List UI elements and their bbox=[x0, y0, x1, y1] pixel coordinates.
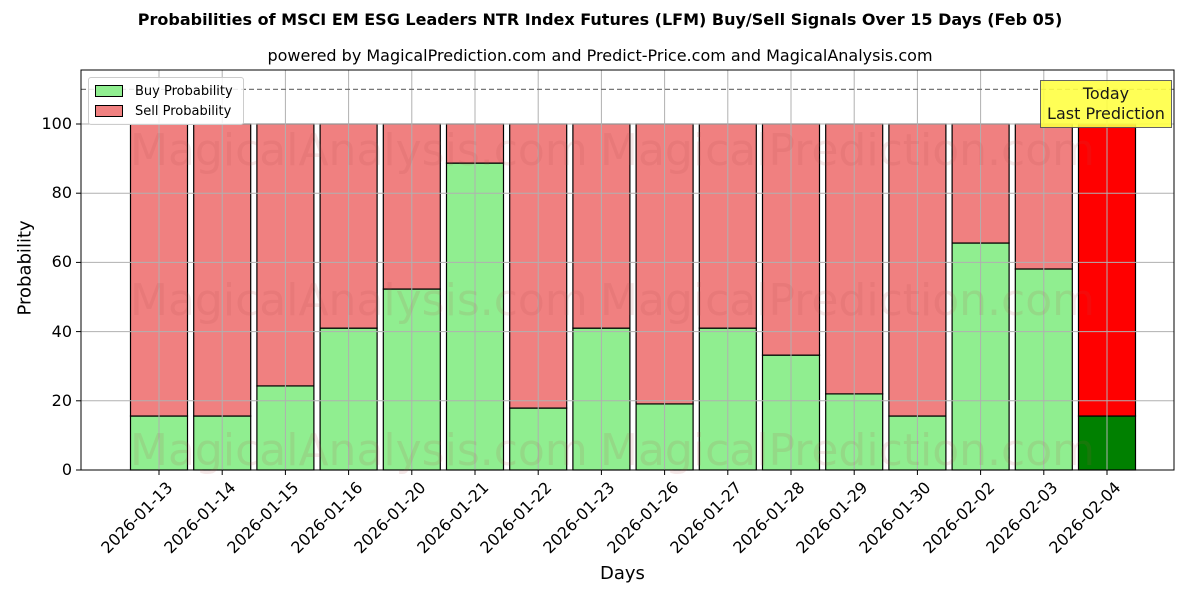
today-annotation: Today Last Prediction bbox=[1040, 80, 1172, 128]
legend-item-sell: Sell Probability bbox=[95, 103, 231, 119]
y-tick-label: 80 bbox=[51, 183, 72, 203]
chart-title: Probabilities of MSCI EM ESG Leaders NTR… bbox=[137, 10, 1063, 29]
y-tick-label: 20 bbox=[51, 390, 72, 410]
x-axis-label: Days bbox=[600, 563, 645, 584]
y-tick-label: 0 bbox=[61, 460, 72, 479]
watermark: MagicalPrediction.com bbox=[600, 125, 1095, 176]
y-tick-label: 100 bbox=[41, 114, 72, 133]
legend-buy-label: Buy Probability bbox=[135, 83, 233, 99]
watermark: MagicalPrediction.com bbox=[600, 275, 1095, 326]
watermark: MagicalAnalysis.com bbox=[130, 125, 588, 176]
y-axis-label: Probability bbox=[14, 220, 36, 316]
watermark: MagicalPrediction.com bbox=[600, 425, 1095, 476]
sell-swatch-icon bbox=[95, 105, 123, 117]
axes-frame bbox=[80, 69, 1175, 471]
annotation-line2: Last Prediction bbox=[1047, 104, 1165, 123]
y-tick-label: 60 bbox=[51, 252, 72, 272]
watermark: MagicalAnalysis.com bbox=[130, 275, 588, 326]
y-tick-label: 40 bbox=[51, 321, 72, 341]
chart-subtitle: powered by MagicalPrediction.com and Pre… bbox=[267, 46, 933, 65]
legend-sell-label: Sell Probability bbox=[135, 103, 232, 119]
watermark: MagicalAnalysis.com bbox=[130, 425, 588, 476]
buy-swatch-icon bbox=[95, 85, 123, 97]
annotation-line1: Today bbox=[1082, 84, 1130, 103]
legend: Buy Probability Sell Probability bbox=[88, 77, 244, 125]
legend-item-buy: Buy Probability bbox=[95, 83, 233, 99]
